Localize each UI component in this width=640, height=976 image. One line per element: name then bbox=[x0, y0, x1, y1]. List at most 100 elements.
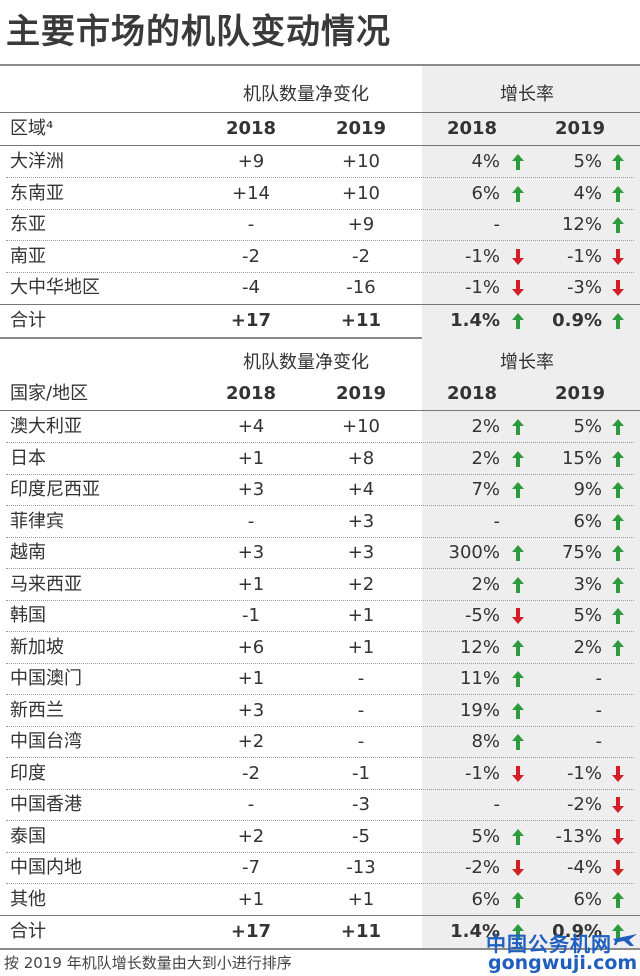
net-change-2018: +1 bbox=[237, 888, 265, 910]
growth-2019: 75% bbox=[561, 542, 602, 563]
year-2018-growth: 2018 bbox=[446, 383, 498, 404]
growth-2018: -1% bbox=[464, 762, 500, 784]
arrow-up-icon bbox=[512, 482, 524, 498]
row-label: 中国台湾 bbox=[10, 731, 82, 752]
net-change-2018: +2 bbox=[237, 731, 265, 752]
arrow-up-icon bbox=[612, 608, 624, 624]
row-label: 印度 bbox=[10, 762, 46, 784]
row-divider bbox=[6, 883, 634, 884]
arrow-up-icon bbox=[612, 891, 624, 908]
row-label: 印度尼西亚 bbox=[10, 479, 100, 500]
row-divider bbox=[6, 694, 634, 695]
header-divider bbox=[0, 112, 640, 113]
table-row: 泰国 +2 -5 5% -13% bbox=[0, 821, 640, 853]
arrow-down-icon bbox=[512, 765, 524, 782]
growth-2019: 12% bbox=[561, 214, 602, 235]
watermark-en: gongwuji.com bbox=[488, 952, 638, 974]
net-change-2019: +2 bbox=[347, 573, 375, 595]
row-divider bbox=[6, 662, 634, 664]
table-row: 印度 -2 -1 -1% -1% bbox=[0, 758, 640, 790]
section-end-rule bbox=[0, 336, 640, 339]
year-2019-growth: 2019 bbox=[554, 383, 606, 404]
net-change-2018: +9 bbox=[237, 151, 265, 172]
year-2018-growth: 2018 bbox=[446, 118, 498, 139]
row-label: 东南亚 bbox=[10, 182, 64, 204]
growth-2018: - bbox=[493, 214, 501, 235]
net-change-2018: +1 bbox=[237, 573, 265, 595]
arrow-down-icon bbox=[512, 860, 524, 876]
table-row: 越南 +3 +3 300% 75% bbox=[0, 537, 640, 569]
arrow-up-icon bbox=[512, 312, 524, 329]
arrow-down-icon bbox=[512, 608, 524, 624]
arrow-up-icon bbox=[512, 450, 524, 467]
total-row: 合计 +17 +11 1.4% 0.9% bbox=[0, 305, 640, 337]
table-row: 大中华地区 -4 -16 -1% -3% bbox=[0, 272, 640, 304]
growth-2018: -2% bbox=[464, 857, 500, 878]
growth-rate-header: 增长率 bbox=[500, 352, 554, 373]
row-label: 其他 bbox=[10, 888, 46, 910]
row-label: 越南 bbox=[10, 542, 46, 563]
table-row: 新西兰 +3 - 19% - bbox=[0, 695, 640, 727]
growth-2018: -5% bbox=[464, 605, 500, 626]
airplane-icon bbox=[613, 934, 637, 946]
growth-2018: - bbox=[493, 510, 501, 532]
growth-column-shade bbox=[422, 66, 640, 336]
arrow-up-icon bbox=[512, 671, 524, 687]
growth-rate-header: 增长率 bbox=[500, 84, 554, 105]
country-column-label: 国家/地区 bbox=[10, 383, 89, 404]
growth-2019: 5% bbox=[573, 151, 602, 172]
total-label: 合计 bbox=[10, 309, 46, 331]
row-divider bbox=[6, 240, 634, 241]
row-divider bbox=[6, 725, 634, 727]
net-change-2019: +9 bbox=[347, 214, 375, 235]
net-change-2018: - bbox=[247, 794, 255, 815]
growth-2019: 6% bbox=[573, 888, 602, 910]
watermark-logo: 中国公务机网 gongwuji.com bbox=[486, 928, 640, 976]
growth-2018: -1% bbox=[464, 277, 500, 298]
table-row: 中国香港 - -3 - -2% bbox=[0, 789, 640, 821]
growth-2019: -1% bbox=[566, 762, 602, 784]
net-change-2019: +4 bbox=[347, 479, 375, 500]
row-label: 新加坡 bbox=[10, 636, 64, 658]
net-change-2018: +2 bbox=[237, 825, 265, 847]
row-label: 马来西亚 bbox=[10, 573, 82, 595]
row-divider bbox=[6, 757, 634, 758]
net-change-2019: +10 bbox=[342, 182, 380, 204]
arrow-up-icon bbox=[612, 419, 624, 435]
arrow-up-icon bbox=[512, 734, 524, 750]
row-label: 东亚 bbox=[10, 214, 46, 235]
growth-2019: 2% bbox=[573, 636, 602, 658]
arrow-up-icon bbox=[512, 419, 524, 435]
total-growth-2019: 0.9% bbox=[552, 921, 602, 942]
arrow-up-icon bbox=[512, 639, 524, 656]
growth-2019: 5% bbox=[573, 416, 602, 437]
arrow-up-icon bbox=[612, 545, 624, 561]
table-row: 菲律宾 - +3 - 6% bbox=[0, 506, 640, 538]
row-divider bbox=[6, 568, 634, 569]
growth-2019: - bbox=[595, 668, 603, 689]
net-change-2018: +3 bbox=[237, 699, 265, 721]
net-change-2018: +3 bbox=[237, 542, 265, 563]
row-label: 大洋洲 bbox=[10, 151, 64, 172]
row-divider bbox=[6, 851, 634, 853]
net-change-2018: +6 bbox=[237, 636, 265, 658]
row-label: 泰国 bbox=[10, 825, 46, 847]
total-divider bbox=[0, 303, 640, 305]
growth-2018: -1% bbox=[464, 245, 500, 267]
arrow-down-icon bbox=[612, 860, 624, 876]
growth-2019: -2% bbox=[566, 794, 602, 815]
net-change-2019: +10 bbox=[342, 151, 380, 172]
table-row: 澳大利亚 +4 +10 2% 5% bbox=[0, 411, 640, 443]
footnote: 按 2019 年机队增长数量由大到小进行排序 bbox=[4, 954, 292, 972]
row-divider bbox=[6, 788, 634, 790]
table-row: 东亚 - +9 - 12% bbox=[0, 209, 640, 241]
year-2019-net: 2019 bbox=[335, 118, 387, 139]
table-row: 马来西亚 +1 +2 2% 3% bbox=[0, 569, 640, 601]
net-change-2018: -1 bbox=[242, 605, 260, 626]
arrow-down-icon bbox=[612, 765, 624, 782]
arrow-up-icon bbox=[512, 891, 524, 908]
year-divider bbox=[0, 145, 640, 146]
net-change-2018: +14 bbox=[232, 182, 270, 204]
net-change-2019: +1 bbox=[347, 888, 375, 910]
net-change-2019: +8 bbox=[347, 447, 375, 469]
